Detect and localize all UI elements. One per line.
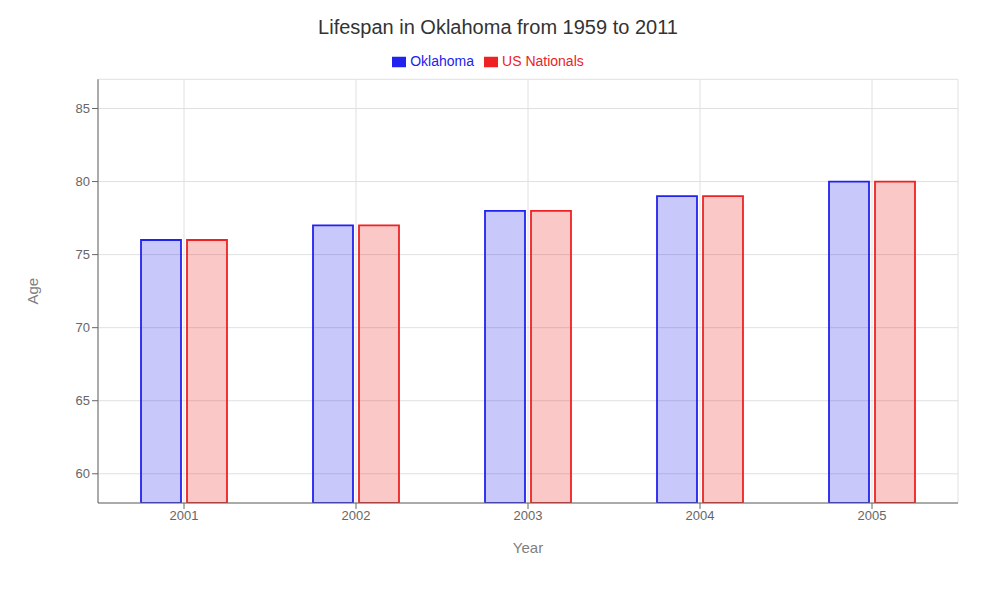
svg-text:Year: Year xyxy=(513,539,543,556)
svg-text:2003: 2003 xyxy=(514,508,543,523)
svg-text:70: 70 xyxy=(76,320,90,335)
svg-text:2004: 2004 xyxy=(686,508,715,523)
html-text:Oklahoma: Oklahoma xyxy=(410,53,474,69)
html-text:US Nationals: US Nationals xyxy=(502,53,584,69)
svg-text:2002: 2002 xyxy=(342,508,371,523)
svg-text:2005: 2005 xyxy=(858,508,887,523)
svg-text:60: 60 xyxy=(76,466,90,481)
svg-text:75: 75 xyxy=(76,247,90,262)
svg-text:80: 80 xyxy=(76,174,90,189)
svg-text:Age: Age xyxy=(24,278,41,305)
svg-text:85: 85 xyxy=(76,101,90,116)
svg-text:65: 65 xyxy=(76,393,90,408)
html-text:Lifespan in Oklahoma from 1959: Lifespan in Oklahoma from 1959 to 2011 xyxy=(318,16,678,38)
svg-text:2001: 2001 xyxy=(170,508,199,523)
